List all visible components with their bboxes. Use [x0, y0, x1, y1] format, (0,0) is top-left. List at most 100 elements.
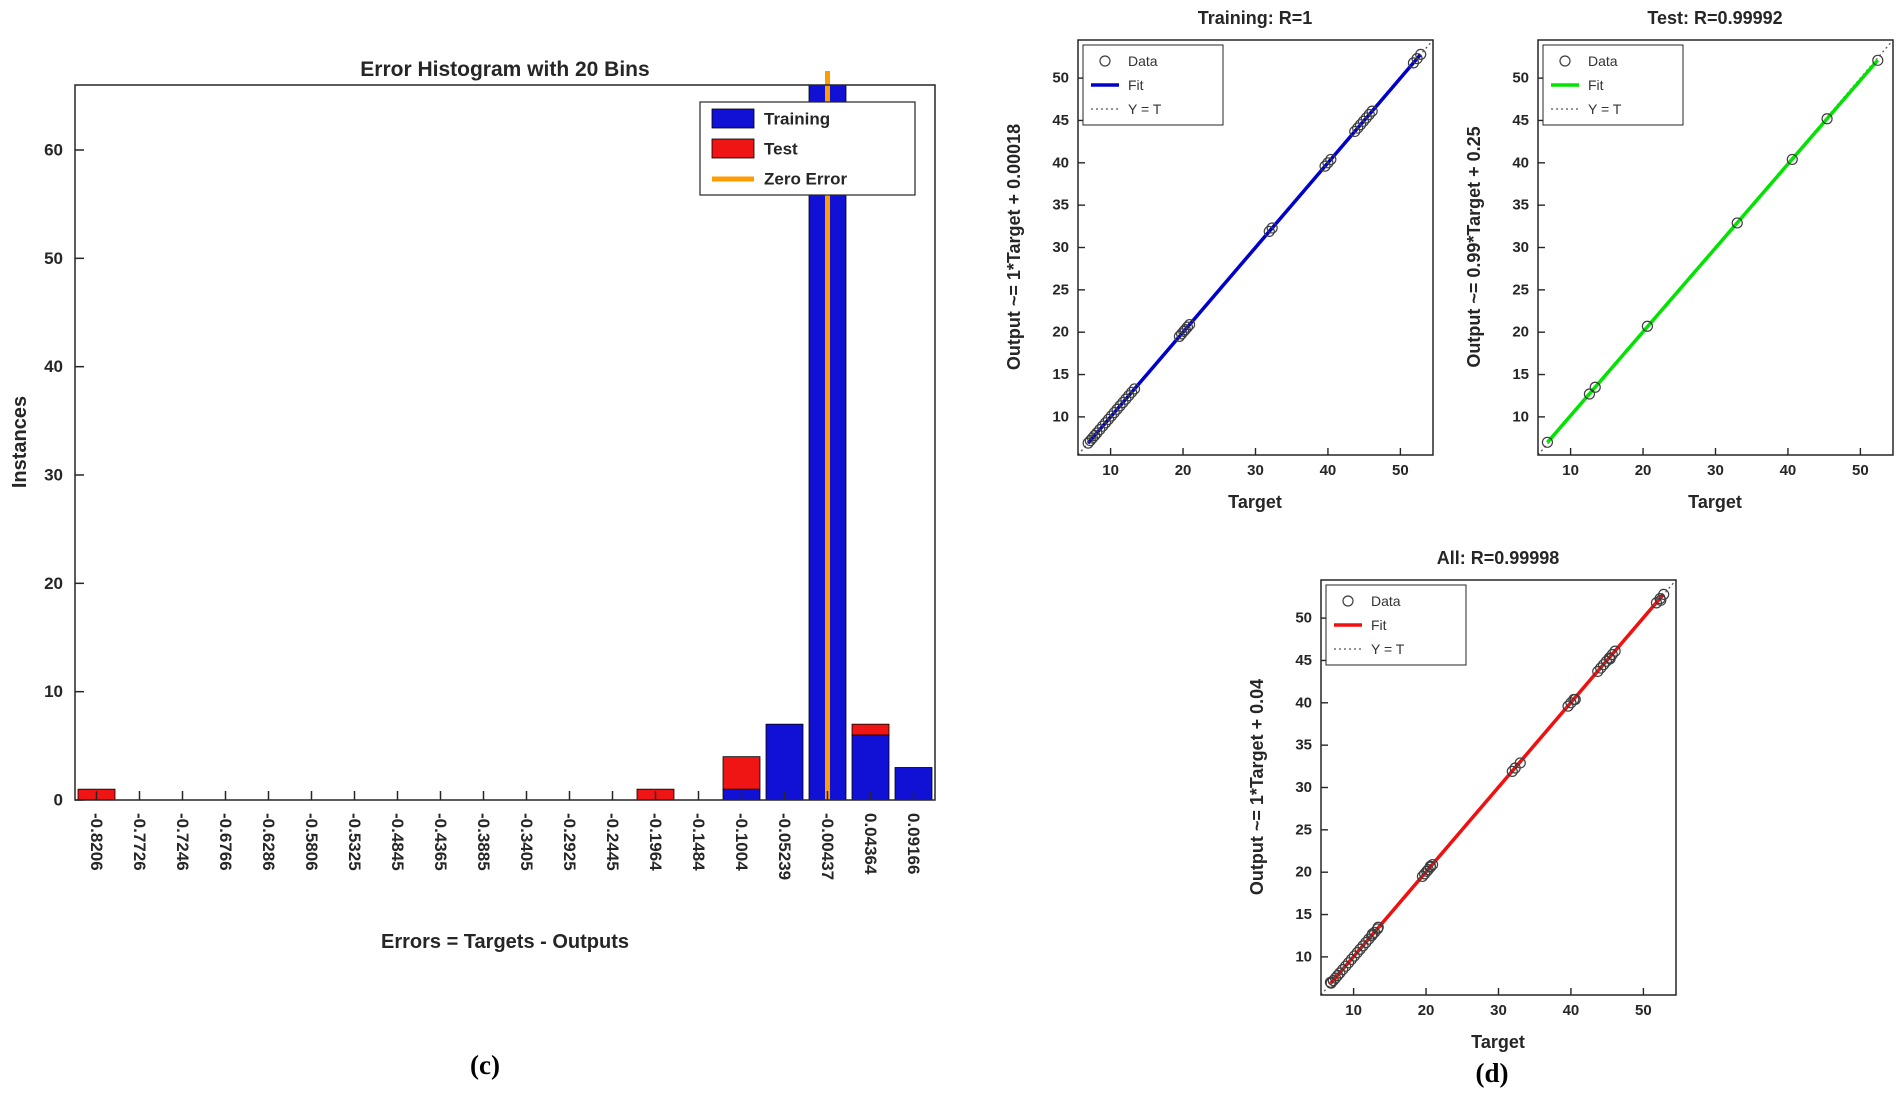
svg-text:15: 15	[1295, 906, 1312, 923]
histogram-legend: Training Test Zero Error	[699, 101, 916, 196]
histogram-xlabel: Errors = Targets - Outputs	[381, 931, 629, 953]
regression-legend: Data Fit Y = T	[1325, 584, 1467, 666]
svg-text:30: 30	[1490, 1002, 1507, 1019]
regression-all-ylabel: Output ~= 1*Target + 0.04	[1247, 679, 1267, 895]
svg-text:50: 50	[44, 249, 63, 268]
svg-text:0.04364: 0.04364	[861, 813, 880, 875]
svg-text:Fit: Fit	[1371, 617, 1387, 633]
error-histogram-plot: Error Histogram with 20 Bins Instances E…	[9, 58, 936, 953]
axes-border	[74, 84, 936, 801]
svg-text:25: 25	[1295, 821, 1312, 838]
svg-text:60: 60	[44, 141, 63, 160]
svg-text:15: 15	[1512, 366, 1529, 383]
svg-text:-0.3885: -0.3885	[474, 813, 493, 871]
regression-all: All: R=0.99998 Output ~= 1*Target + 0.04…	[1243, 540, 1693, 1085]
svg-text:-0.7726: -0.7726	[130, 813, 149, 871]
svg-text:-0.00437: -0.00437	[818, 813, 837, 880]
regression-test-plot: Test: R=0.99992 Output ~= 0.99*Target + …	[1464, 8, 1894, 512]
error-histogram: Error Histogram with 20 Bins Instances E…	[0, 0, 960, 1010]
svg-text:Zero Error: Zero Error	[764, 170, 848, 189]
svg-text:0.09166: 0.09166	[904, 813, 923, 874]
svg-text:50: 50	[1512, 70, 1529, 87]
regression-all-title: All: R=0.99998	[1437, 548, 1560, 568]
svg-text:20: 20	[1512, 324, 1529, 341]
svg-text:-0.5325: -0.5325	[345, 813, 364, 871]
svg-text:40: 40	[1320, 462, 1337, 479]
svg-text:40: 40	[44, 357, 63, 376]
regression-legend: Data Fit Y = T	[1542, 44, 1684, 126]
regression-all-xlabel: Target	[1471, 1032, 1525, 1052]
svg-text:10: 10	[1052, 408, 1069, 425]
svg-text:50: 50	[1635, 1002, 1652, 1019]
regression-test-xlabel: Target	[1688, 492, 1742, 512]
svg-text:10: 10	[1345, 1002, 1362, 1019]
svg-text:Test: Test	[764, 140, 798, 159]
fit-line	[1329, 592, 1666, 985]
svg-text:-0.4365: -0.4365	[431, 813, 450, 871]
svg-text:0: 0	[54, 791, 63, 810]
regression-legend: Data Fit Y = T	[1082, 44, 1224, 126]
svg-text:-0.05239: -0.05239	[775, 813, 794, 880]
svg-text:-0.3405: -0.3405	[517, 813, 536, 871]
svg-text:35: 35	[1295, 737, 1312, 754]
svg-text:Training: Training	[764, 110, 830, 129]
svg-text:30: 30	[1052, 239, 1069, 256]
svg-text:25: 25	[1052, 281, 1069, 298]
svg-text:10: 10	[1562, 462, 1579, 479]
subfigure-label-d: (d)	[1475, 1058, 1509, 1088]
svg-text:40: 40	[1052, 154, 1069, 171]
svg-text:Y = T: Y = T	[1128, 101, 1162, 117]
svg-text:50: 50	[1052, 70, 1069, 87]
svg-text:10: 10	[1295, 948, 1312, 965]
regression-training-ylabel: Output ~= 1*Target + 0.00018	[1004, 124, 1024, 370]
svg-text:25: 25	[1512, 281, 1529, 298]
svg-text:-0.6286: -0.6286	[259, 813, 278, 871]
x-axis: 10 20 30 40 50	[1102, 448, 1409, 479]
svg-text:Y = T: Y = T	[1588, 101, 1622, 117]
histogram-title: Error Histogram with 20 Bins	[360, 58, 649, 81]
svg-text:40: 40	[1780, 462, 1797, 479]
svg-text:-0.7246: -0.7246	[173, 813, 192, 871]
svg-text:-0.6766: -0.6766	[216, 813, 235, 871]
regression-test: Test: R=0.99992 Output ~= 0.99*Target + …	[1460, 0, 1902, 545]
svg-text:20: 20	[1418, 1002, 1435, 1019]
regression-training: Training: R=1 Output ~= 1*Target + 0.000…	[1000, 0, 1450, 545]
regression-training-plot: Training: R=1 Output ~= 1*Target + 0.000…	[1004, 8, 1434, 512]
svg-text:35: 35	[1052, 197, 1069, 214]
svg-text:30: 30	[1247, 462, 1264, 479]
svg-text:30: 30	[1512, 239, 1529, 256]
x-axis: 10 20 30 40 50	[1345, 988, 1652, 1019]
svg-text:50: 50	[1392, 462, 1409, 479]
svg-text:-0.2925: -0.2925	[560, 813, 579, 871]
svg-text:Data: Data	[1588, 53, 1618, 69]
svg-text:-0.8206: -0.8206	[87, 813, 106, 871]
svg-text:15: 15	[1052, 366, 1069, 383]
regression-test-ylabel: Output ~= 0.99*Target + 0.25	[1464, 126, 1484, 367]
svg-text:30: 30	[1295, 779, 1312, 796]
svg-text:10: 10	[1512, 408, 1529, 425]
plot-area	[75, 85, 935, 800]
svg-text:-0.1484: -0.1484	[689, 813, 708, 871]
data-points	[1541, 54, 1884, 448]
x-axis: 10 20 30 40 50	[1562, 448, 1869, 479]
svg-text:45: 45	[1512, 112, 1529, 129]
svg-text:-0.4845: -0.4845	[388, 813, 407, 871]
svg-text:10: 10	[1102, 462, 1119, 479]
svg-text:20: 20	[1052, 324, 1069, 341]
svg-text:-0.1964: -0.1964	[646, 813, 665, 871]
regression-training-xlabel: Target	[1228, 492, 1282, 512]
svg-text:-0.1004: -0.1004	[732, 813, 751, 871]
svg-text:10: 10	[44, 682, 63, 701]
svg-text:40: 40	[1295, 694, 1312, 711]
svg-text:40: 40	[1563, 1002, 1580, 1019]
subfigure-label-c: (c)	[470, 1050, 500, 1080]
svg-text:-0.2445: -0.2445	[603, 813, 622, 871]
svg-text:30: 30	[1707, 462, 1724, 479]
svg-text:Y = T: Y = T	[1371, 641, 1405, 657]
svg-text:45: 45	[1052, 112, 1069, 129]
data-points	[1082, 48, 1427, 449]
data-points	[1324, 588, 1670, 989]
fit-line	[1546, 58, 1880, 444]
regression-test-title: Test: R=0.99992	[1647, 8, 1782, 28]
